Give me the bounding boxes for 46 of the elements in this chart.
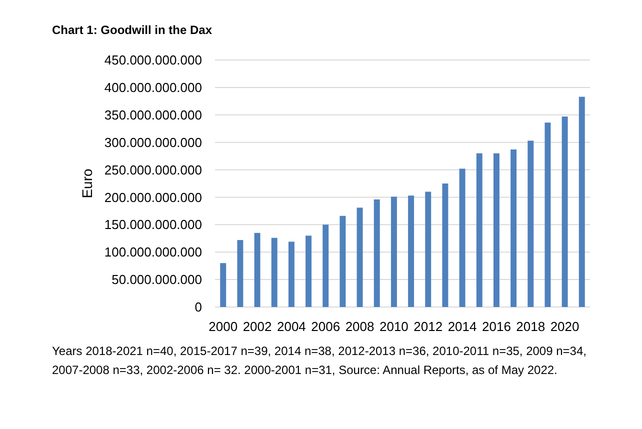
y-axis-title: Euro	[79, 168, 95, 198]
bar	[510, 149, 517, 307]
y-tick-label: 150.000.000.000	[104, 217, 202, 232]
x-tick-label: 2006	[311, 319, 340, 334]
bar	[562, 116, 568, 307]
x-tick-label: 2002	[242, 319, 272, 334]
bar	[578, 96, 585, 307]
y-tick-label: 450.000.000.000	[104, 52, 202, 68]
bar	[254, 232, 260, 307]
y-tick-label: 100.000.000.000	[104, 244, 202, 260]
chart-title: Chart 1: Goodwill in the Dax	[52, 23, 212, 37]
y-tick-label: 400.000.000.000	[104, 80, 202, 95]
text: Years 2018-2021 n=40, 2015-2017 n=39, 2014 n=38, 2012-2013 n=36, 2010-2011 n=35, 2009 n=34, 2007-2008 n=33, 2002-2006 n= 32. 2000-2001 n=31, Source: Annual Reports, as of May 2022.	[52, 344, 586, 377]
bar	[442, 184, 448, 307]
bar	[459, 168, 466, 307]
y-tick-label: 0	[194, 300, 202, 315]
x-tick-label: 2018	[516, 319, 546, 334]
bar	[322, 224, 329, 307]
bar	[374, 199, 380, 307]
bar	[544, 122, 551, 307]
y-tick-label: 50.000.000.000	[112, 272, 202, 288]
y-tick-label: 350.000.000.000	[104, 107, 202, 122]
x-tick-label: 2012	[414, 319, 443, 334]
bar	[237, 240, 244, 307]
x-tick-label: 2010	[379, 319, 408, 334]
x-tick-label: 2008	[345, 319, 374, 334]
bar	[425, 192, 432, 307]
bar	[306, 236, 312, 307]
bar	[528, 140, 534, 307]
y-tick-label: 250.000.000.000	[104, 162, 202, 178]
bar	[476, 153, 482, 307]
x-tick-label: 2014	[448, 319, 477, 334]
bar	[493, 153, 500, 307]
bar	[340, 216, 346, 307]
y-tick-label: 300.000.000.000	[104, 134, 202, 150]
y-tick-label: 200.000.000.000	[104, 190, 202, 205]
bar	[390, 196, 397, 307]
x-tick-label: 2016	[482, 319, 511, 334]
bar	[271, 238, 278, 307]
bar	[288, 242, 294, 307]
x-tick-label: 2000	[208, 319, 238, 334]
x-tick-label: 2004	[276, 319, 306, 334]
bar	[220, 263, 226, 307]
bar	[356, 208, 363, 307]
x-tick-label: 2020	[550, 319, 580, 334]
bar	[408, 196, 414, 307]
